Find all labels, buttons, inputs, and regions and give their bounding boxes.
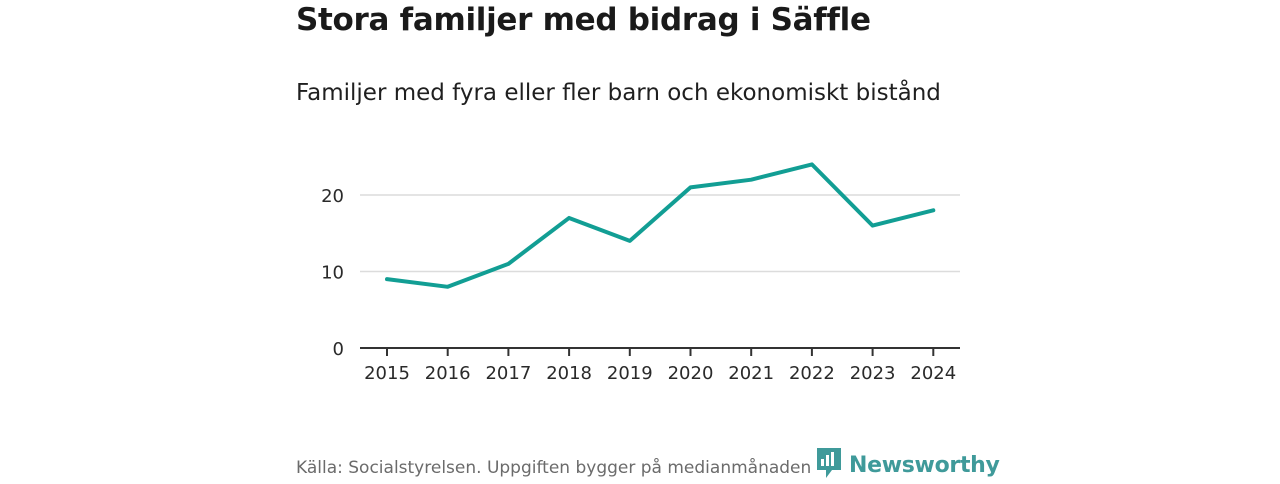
newsworthy-logo-icon: [815, 446, 843, 484]
source-note: Källa: Socialstyrelsen. Uppgiften bygger…: [296, 458, 911, 478]
x-tick-label: 2018: [546, 363, 592, 384]
x-tick-label: 2016: [425, 363, 471, 384]
x-tick-label: 2024: [910, 363, 956, 384]
y-tick-label: 20: [321, 186, 344, 207]
x-axis-ticks: 2015 2016 2017 2018 2019 2020 2021 2022 2023 2024: [364, 348, 956, 384]
y-tick-label: 10: [321, 263, 344, 284]
y-axis-ticks: 0 10 20: [321, 186, 344, 360]
x-tick-label: 2015: [364, 363, 410, 384]
x-tick-label: 2021: [728, 363, 774, 384]
brand-logo[interactable]: Newsworthy: [815, 446, 1002, 484]
x-tick-label: 2023: [850, 363, 896, 384]
gridlines: [360, 194, 960, 273]
series-line-familjer: [385, 162, 936, 289]
x-tick-label: 2020: [668, 363, 714, 384]
x-tick-label: 2022: [789, 363, 835, 384]
chart-subtitle: Familjer med fyra eller fler barn och ek…: [296, 80, 941, 106]
x-tick-label: 2019: [607, 363, 653, 384]
x-tick-label: 2017: [485, 363, 531, 384]
chart-title: Stora familjer med bidrag i Säffle: [296, 2, 871, 38]
y-tick-label: 0: [333, 339, 344, 360]
brand-name: Newsworthy: [849, 452, 1000, 478]
